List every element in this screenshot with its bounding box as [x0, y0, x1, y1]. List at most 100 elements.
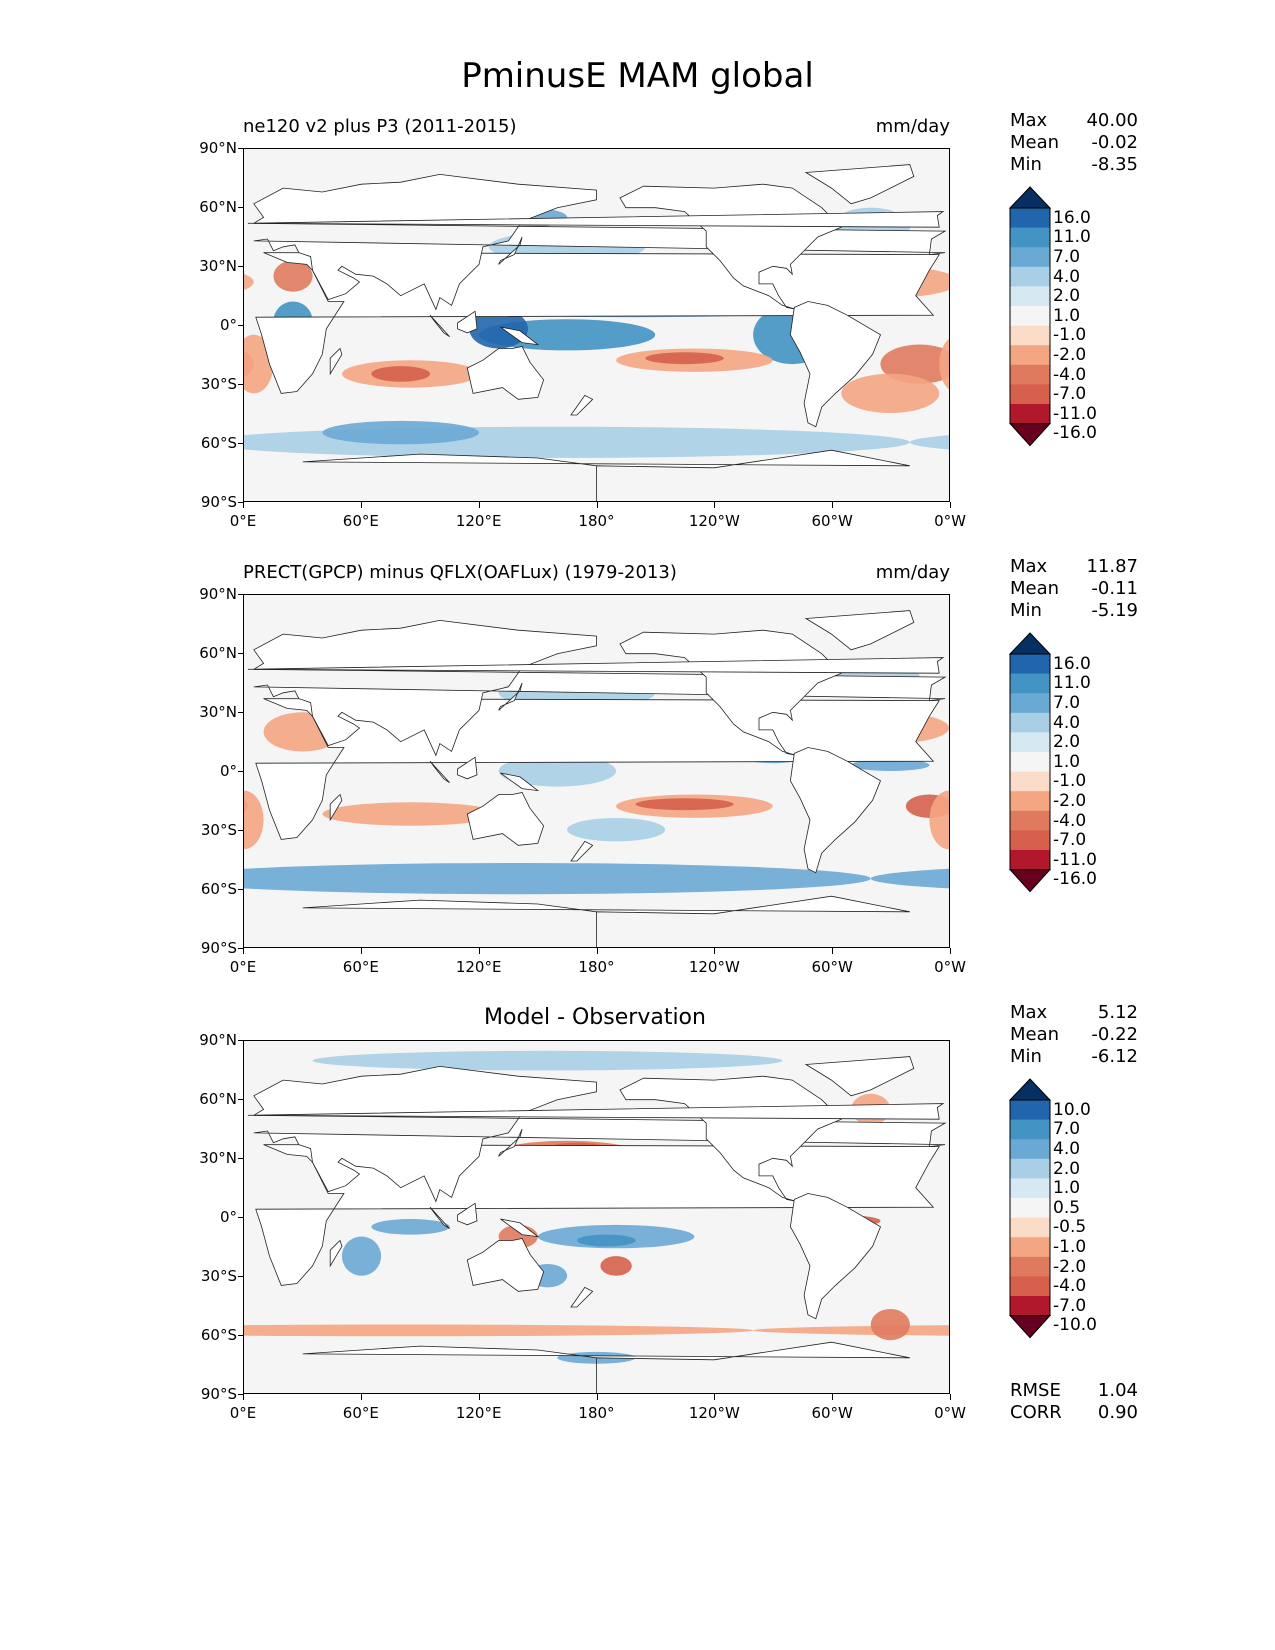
colorbar-label: 10.0 [1053, 1099, 1091, 1120]
colorbar-label: -10.0 [1053, 1315, 1097, 1336]
x-tick-label: 120°E [455, 1404, 502, 1422]
field-blob-2 [469, 309, 528, 349]
colorbar-segment [1010, 306, 1050, 327]
colorbar-label: 4.0 [1053, 266, 1081, 287]
x-tick-label: 120°W [688, 958, 740, 976]
y-tick-label: 60°N [199, 198, 237, 216]
stat-value: 5.12 [1097, 1002, 1138, 1023]
coastlines [247, 164, 947, 501]
colorbar-label: -7.0 [1053, 384, 1087, 405]
stat-row: Mean -0.22 [1010, 1024, 1138, 1046]
landmass-1 [252, 173, 947, 311]
colorbar-segment [1010, 325, 1050, 346]
colorbar-label: 11.0 [1053, 227, 1091, 248]
field-blob-9 [600, 1256, 632, 1276]
field-blob-2 [371, 1219, 450, 1235]
colorbar-segment [1010, 1178, 1050, 1199]
panel-subtitle: PRECT(GPCP) minus QFLX(OAFLux) (1979-201… [243, 562, 677, 583]
field-blob-3 [341, 1236, 382, 1276]
colorbar-label: -1.0 [1053, 325, 1087, 346]
colorbar-label: 16.0 [1053, 653, 1091, 674]
colorbar-segment [1010, 286, 1050, 307]
landmass-4 [789, 301, 882, 428]
footer-stat-value: 1.04 [1097, 1380, 1138, 1401]
stat-row: Mean -0.02 [1010, 132, 1138, 154]
colorbar-segment [1010, 384, 1050, 405]
x-tick-label: 60°W [811, 512, 853, 530]
landmass-8 [429, 760, 450, 784]
x-tick-label: 0°E [229, 1404, 257, 1422]
landmass-5 [466, 792, 545, 846]
colorbar-segment [1010, 673, 1050, 694]
landmass-5 [466, 1238, 545, 1292]
field-blob-10 [244, 1324, 754, 1337]
colorbar-segment [1010, 1119, 1050, 1140]
landmass-13 [570, 1286, 594, 1308]
colorbar-label: -7.0 [1053, 1295, 1087, 1316]
map-panel [243, 1040, 950, 1394]
field-blob-18 [939, 338, 949, 390]
colorbar-segment [1010, 364, 1050, 385]
field-blob-11 [870, 1309, 910, 1341]
y-tick-label: 30°N [199, 1149, 237, 1167]
colorbar [1009, 1078, 1051, 1339]
x-tick-label: 0°E [229, 958, 257, 976]
panel-units: mm/day [875, 116, 950, 137]
colorbar-label: -11.0 [1053, 403, 1097, 424]
x-tick-label: 180° [578, 958, 615, 976]
colorbar-segment [1010, 208, 1050, 229]
colorbar-extend-bottom [1009, 423, 1051, 447]
figure-title: PminusE MAM global [461, 56, 814, 96]
field-blob-15 [929, 790, 949, 850]
colorbar-segment [1010, 712, 1050, 733]
colorbar-segment [1010, 1237, 1050, 1258]
y-tick-label: 60°N [199, 644, 237, 662]
landmass-12 [247, 211, 945, 228]
stat-label: Mean [1010, 132, 1060, 153]
stats-block: Max 40.00 Mean -0.02 Min -8.35 [1010, 110, 1138, 176]
colorbar-extend-top [1009, 632, 1051, 655]
x-tick [243, 502, 244, 508]
landmass-10 [498, 682, 523, 711]
x-tick [714, 502, 716, 508]
panel-center-title: Model - Observation [484, 1005, 706, 1030]
field-blob-1 [576, 1234, 636, 1247]
x-tick-label: 60°W [811, 1404, 853, 1422]
colorbar-segment [1010, 654, 1050, 675]
colorbar-extend-bottom [1009, 869, 1051, 893]
colorbar-outline [1009, 207, 1051, 425]
landmass-11 [329, 1239, 343, 1268]
colorbar-extend-bottom [1009, 1315, 1051, 1339]
field-blob-9 [909, 435, 949, 450]
x-tick [360, 948, 362, 954]
y-tick-label: 90°N [199, 139, 237, 157]
field-blob-21 [273, 260, 313, 292]
colorbar-label: -4.0 [1053, 364, 1087, 385]
colorbar-label: 4.0 [1053, 1139, 1081, 1159]
landmass-6 [302, 1341, 910, 1393]
landmass-7 [457, 1202, 478, 1226]
x-tick [714, 1394, 716, 1400]
x-tick [360, 502, 362, 508]
x-tick [596, 948, 598, 954]
colorbar-segment [1010, 752, 1050, 773]
x-tick [832, 948, 834, 954]
landmass-9 [500, 326, 540, 346]
field-blob-16 [645, 352, 724, 365]
y-tick [238, 266, 243, 267]
x-tick [950, 502, 951, 508]
y-tick [238, 948, 243, 949]
landmass-2 [804, 1056, 915, 1097]
stat-row: Mean -0.11 [1010, 578, 1138, 600]
y-tick [238, 502, 243, 503]
colorbar-outline [1009, 653, 1051, 871]
footer-stat-label: RMSE [1010, 1380, 1061, 1401]
anomaly-field [244, 1050, 949, 1364]
field-blob-13 [244, 274, 254, 290]
x-tick [714, 948, 716, 954]
y-tick [238, 830, 243, 831]
y-tick-label: 90°N [199, 585, 237, 603]
landmass-6 [302, 449, 910, 501]
colorbar-segment [1010, 266, 1050, 287]
x-tick-label: 0°W [934, 512, 966, 530]
